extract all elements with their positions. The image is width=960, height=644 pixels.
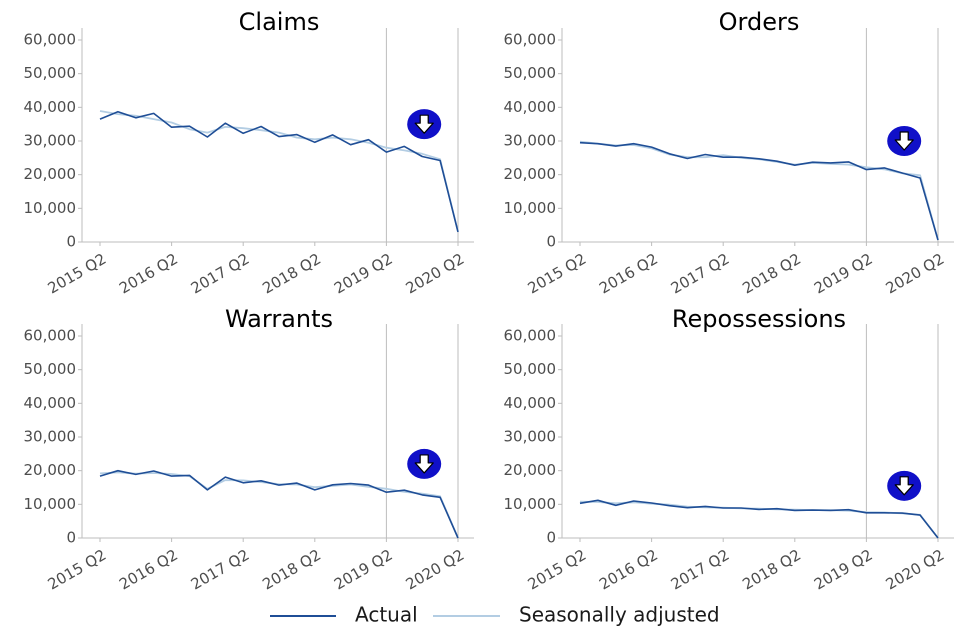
y-tick-label: 0 [66, 529, 76, 547]
y-tick-label: 60,000 [24, 327, 77, 345]
x-tick-label: 2018 Q2 [259, 546, 324, 594]
down-arrow-icon [887, 126, 922, 156]
arrow-glyph [894, 476, 914, 496]
down-arrow-icon [407, 448, 442, 479]
y-tick-label: 30,000 [504, 428, 557, 446]
arrow-glyph [414, 114, 434, 134]
y-tick-label: 60,000 [504, 327, 557, 345]
x-tick-label: 2019 Q2 [331, 546, 396, 594]
panel-claims: Claims 0 10,000 20,000 30,000 40,000 50,000 60,… [24, 8, 474, 298]
panel-title: Warrants [225, 305, 333, 333]
series-line-seasonally-adjusted [579, 500, 939, 539]
y-tick-label: 60,000 [504, 31, 557, 49]
series-line-actual [99, 469, 459, 539]
x-tick-label: 2020 Q2 [883, 546, 948, 594]
x-tick-label: 2020 Q2 [403, 250, 468, 298]
y-tick-label: 50,000 [504, 64, 557, 82]
series-line-seasonally-adjusted [579, 140, 939, 241]
x-tick-label: 2017 Q2 [668, 546, 733, 594]
y-tick-label: 50,000 [24, 64, 77, 82]
x-tick-label: 2017 Q2 [668, 250, 733, 298]
y-tick-label: 0 [66, 233, 76, 251]
y-tick-label: 10,000 [504, 199, 557, 217]
x-tick-label: 2018 Q2 [739, 546, 804, 594]
panel-title: Repossessions [672, 305, 846, 333]
x-tick-label: 2019 Q2 [331, 250, 396, 298]
panel-title: Orders [719, 8, 800, 36]
series-line-actual [579, 141, 939, 241]
x-tick-label: 2016 Q2 [596, 546, 661, 594]
x-tick-label: 2019 Q2 [811, 250, 876, 298]
legend-label: Seasonally adjusted [519, 603, 720, 627]
y-tick-label: 20,000 [24, 461, 77, 479]
x-tick-label: 2015 Q2 [45, 250, 110, 298]
panel-repossessions: Repossessions 0 10,000 20,000 30,000 40,000 50… [504, 305, 954, 594]
y-tick-label: 10,000 [24, 199, 77, 217]
y-tick-label: 10,000 [504, 495, 557, 513]
x-tick-label: 2017 Q2 [188, 546, 253, 594]
down-arrow-icon [887, 470, 922, 501]
x-tick-label: 2016 Q2 [116, 546, 181, 594]
y-tick-label: 0 [546, 233, 556, 251]
down-arrow-icon [407, 109, 442, 140]
y-tick-label: 60,000 [24, 31, 77, 49]
x-tick-label: 2015 Q2 [525, 250, 590, 298]
series-line-seasonally-adjusted [99, 110, 459, 233]
y-tick-label: 30,000 [24, 428, 77, 446]
y-tick-label: 20,000 [24, 165, 77, 183]
y-tick-label: 40,000 [24, 98, 77, 116]
y-tick-label: 50,000 [504, 360, 557, 378]
legend: Actual Seasonally adjusted [270, 603, 720, 627]
y-tick-label: 20,000 [504, 461, 557, 479]
y-tick-label: 30,000 [504, 132, 557, 150]
y-tick-label: 50,000 [24, 360, 77, 378]
series-line-actual [579, 499, 939, 539]
x-tick-label: 2018 Q2 [259, 250, 324, 298]
panel-orders: Orders 0 10,000 20,000 30,000 40,000 50,000 60,… [504, 8, 954, 298]
y-tick-label: 30,000 [24, 132, 77, 150]
y-tick-label: 0 [546, 529, 556, 547]
x-tick-label: 2016 Q2 [596, 250, 661, 298]
panel-title: Claims [239, 8, 320, 36]
x-tick-label: 2020 Q2 [403, 546, 468, 594]
y-tick-label: 40,000 [504, 98, 557, 116]
arrow-glyph [414, 454, 434, 474]
series-line-actual [99, 110, 459, 233]
y-tick-label: 20,000 [504, 165, 557, 183]
panel-warrants: Warrants 0 10,000 20,000 30,000 40,000 50,000 6… [24, 305, 474, 594]
x-tick-label: 2018 Q2 [739, 250, 804, 298]
x-tick-label: 2015 Q2 [525, 546, 590, 594]
y-tick-label: 40,000 [504, 394, 557, 412]
series-line-seasonally-adjusted [99, 471, 459, 539]
x-tick-label: 2017 Q2 [188, 250, 253, 298]
x-tick-label: 2020 Q2 [883, 250, 948, 298]
y-tick-label: 10,000 [24, 495, 77, 513]
arrow-glyph [894, 131, 914, 151]
y-tick-label: 40,000 [24, 394, 77, 412]
x-tick-label: 2016 Q2 [116, 250, 181, 298]
legend-label: Actual [355, 603, 418, 627]
x-tick-label: 2019 Q2 [811, 546, 876, 594]
x-tick-label: 2015 Q2 [45, 546, 110, 594]
